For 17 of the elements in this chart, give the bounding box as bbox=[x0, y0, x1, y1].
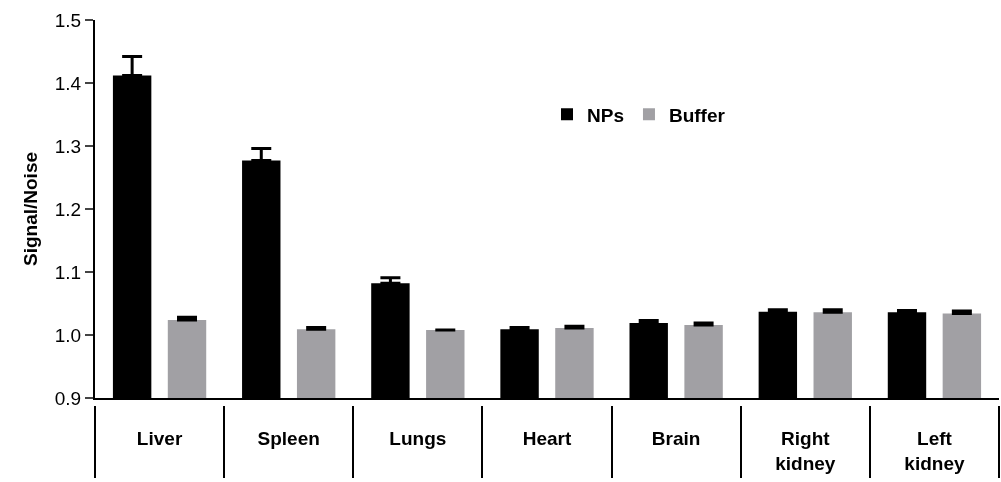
x-tick-label: Left kidney bbox=[904, 427, 965, 474]
legend-label: Buffer bbox=[668, 104, 726, 126]
legend-label: NPs bbox=[587, 104, 624, 126]
x-tick-label: Right kidney bbox=[775, 427, 836, 474]
y-tick-label: 1.3 bbox=[54, 135, 82, 157]
y-tick-label: 1.0 bbox=[54, 324, 82, 346]
x-tick-label: Brain bbox=[651, 427, 701, 449]
y-tick-label: 1.1 bbox=[54, 261, 82, 283]
x-tick-label: Spleen bbox=[257, 427, 320, 449]
x-tick-label: Liver bbox=[136, 427, 183, 449]
y-axis-title: Signal/Noise bbox=[20, 151, 42, 267]
y-tick-label: 1.5 bbox=[54, 9, 82, 31]
y-tick-label: 1.4 bbox=[54, 72, 82, 94]
x-tick-label: Heart bbox=[522, 427, 572, 449]
y-tick-label: 0.9 bbox=[54, 387, 82, 409]
y-tick-label: 1.2 bbox=[54, 198, 82, 220]
x-tick-label: Lungs bbox=[389, 427, 447, 449]
